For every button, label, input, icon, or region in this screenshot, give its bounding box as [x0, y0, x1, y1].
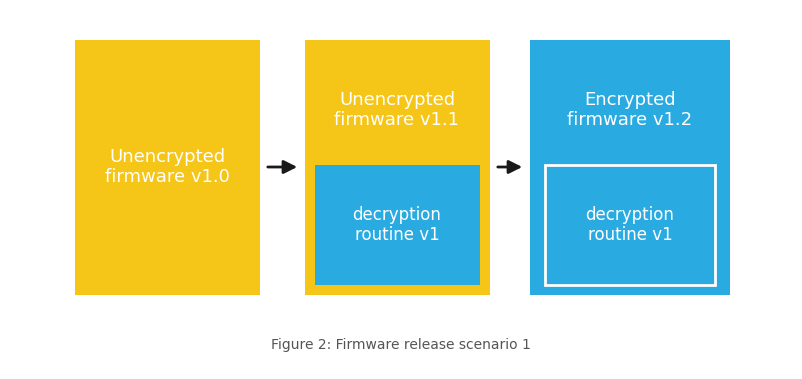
Text: decryption
routine v1: decryption routine v1 — [585, 205, 674, 244]
Bar — [545, 165, 715, 285]
Text: Unencrypted
firmware v1.1: Unencrypted firmware v1.1 — [334, 91, 460, 129]
Text: Unencrypted
firmware v1.0: Unencrypted firmware v1.0 — [104, 147, 229, 186]
Bar — [315, 165, 480, 285]
Text: Figure 2: Firmware release scenario 1: Figure 2: Firmware release scenario 1 — [271, 338, 531, 352]
Text: decryption
routine v1: decryption routine v1 — [353, 205, 441, 244]
Bar — [305, 40, 490, 295]
Text: Encrypted
firmware v1.2: Encrypted firmware v1.2 — [568, 91, 693, 129]
Bar — [75, 40, 260, 295]
Bar — [530, 40, 730, 295]
